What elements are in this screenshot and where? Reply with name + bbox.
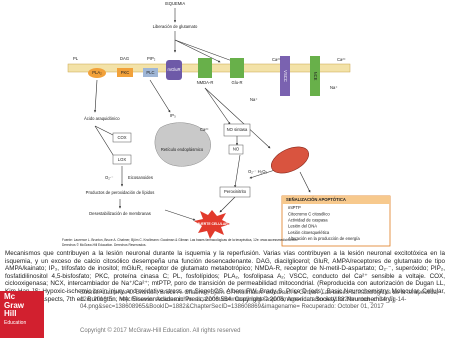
label: PLA₂: [92, 70, 102, 75]
apoptosis-item: mtPTP: [288, 205, 301, 210]
apoptosis-item: Lesión citoesquelética: [288, 230, 330, 235]
apoptosis-item: Actividad de caspasa: [288, 218, 328, 223]
apoptosis-item: Lesión del DNA: [288, 224, 317, 229]
label: NO: [233, 147, 240, 152]
label: Ca²⁺: [272, 57, 281, 62]
pkc-shape: [117, 68, 133, 77]
label: NCE: [313, 72, 318, 81]
source: Source: Laurence L. Brunton, Bruce A. Ch…: [80, 290, 439, 311]
label: VSCC: [283, 70, 288, 82]
pla2-shape: [88, 68, 106, 78]
diagram: ISQUEMIA Liberación de glutamato PL PLA₂…: [62, 1, 391, 247]
label: MUERTE CELULAR: [196, 222, 228, 226]
label: Liberación de glutamato: [153, 24, 198, 29]
label: Productos de peroxidación de lípidos: [86, 190, 155, 195]
label: PLC: [146, 70, 154, 75]
label: Retículo endoplásmico: [161, 147, 204, 152]
fig-copyright: Derechos © McGraw-Hill Education. Derech…: [62, 243, 146, 247]
label: DAG: [120, 56, 129, 61]
glur-shape: [230, 58, 244, 78]
apoptosis-header: [282, 196, 390, 204]
label: IP₃: [170, 113, 176, 118]
peroxynitrite-box: [219, 186, 251, 198]
label: NMDA-R: [197, 80, 214, 85]
label: mGluR: [167, 67, 180, 72]
er-shape: [154, 122, 211, 167]
label: Na⁺: [330, 85, 338, 90]
apoptosis-item: Alteración en la producción de energía: [288, 236, 360, 241]
logo-word: Hill: [4, 309, 17, 318]
logo-word: Education: [4, 319, 27, 326]
label: O₂·⁻: [105, 175, 114, 180]
nos-box: [223, 123, 251, 137]
logo-word: Mc: [4, 292, 16, 301]
label: Ca²⁺: [337, 57, 346, 62]
fig-source: Fuente: Laurence L. Brunton, Bruce A. Ch…: [62, 238, 298, 242]
label: PKC: [121, 70, 130, 75]
arrows: [93, 8, 311, 221]
plc-shape: [143, 68, 158, 77]
label: Glu-R: [232, 80, 243, 85]
vscc-shape: [280, 56, 290, 96]
label: Desestabilización de membranas: [89, 211, 151, 216]
label: Ácido araquidónico: [84, 116, 120, 121]
mglur-shape: [166, 60, 182, 80]
lox-box: [112, 154, 132, 165]
apoptosis-box: [281, 195, 391, 247]
label: Ca²⁺: [200, 127, 209, 132]
cox-box: [112, 132, 132, 143]
caption: Mecanismos que contribuyen a la lesión n…: [5, 250, 445, 303]
nce-shape: [310, 56, 320, 96]
label: LOX: [118, 157, 127, 162]
no-box: [228, 144, 244, 155]
label: Peroxinitrito: [224, 189, 247, 194]
death-burst: [194, 210, 230, 239]
label: Na⁺: [250, 97, 258, 102]
apoptosis-title: SEÑALIZACIÓN APOPTÓTICA: [286, 197, 346, 202]
nmdar-shape: [198, 58, 212, 78]
mitochondrion: [270, 146, 310, 174]
label: ISQUEMIA: [165, 1, 186, 6]
label: COX: [117, 135, 126, 140]
apoptosis-item: Citocromo C citosólico: [288, 211, 330, 216]
copyright: Copyright © 2017 McGraw-Hill Education. …: [80, 328, 241, 334]
label: Eicosanoides: [128, 175, 153, 180]
logo: Mc Graw Hill Education: [0, 291, 44, 338]
label: PIP₂: [147, 56, 156, 61]
label: PL: [73, 56, 79, 61]
label: NO sintasa: [227, 127, 248, 132]
logo-word: Graw: [4, 300, 25, 310]
label: O₂·⁻ H₂O₂: [248, 169, 268, 174]
